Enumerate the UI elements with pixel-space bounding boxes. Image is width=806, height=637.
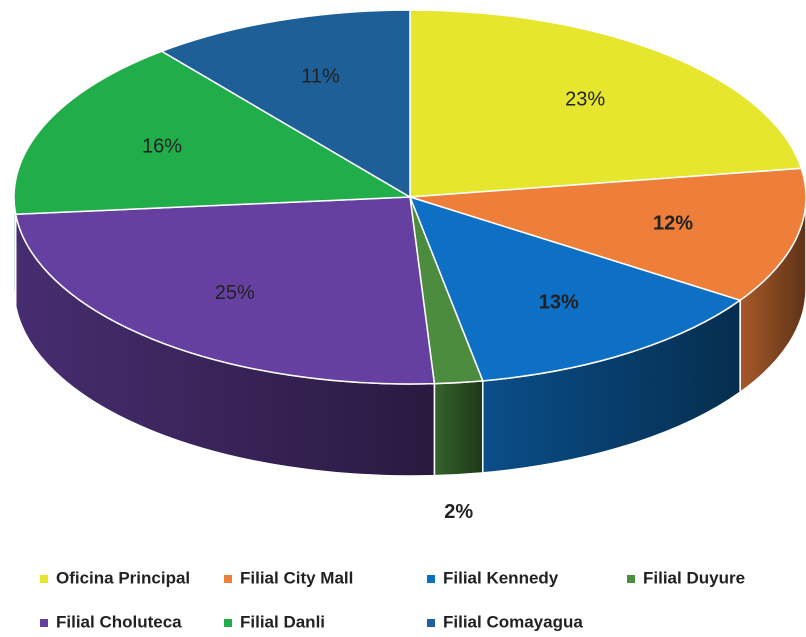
pie-slice xyxy=(409,167,806,302)
legend-swatch xyxy=(40,575,48,583)
legend-swatch xyxy=(627,575,635,583)
pie-slice xyxy=(409,9,803,198)
data-label: 12% xyxy=(653,212,693,234)
legend-swatch xyxy=(224,575,232,583)
data-label: 16% xyxy=(142,136,182,158)
legend-label: Filial Choluteca xyxy=(56,612,182,631)
data-label: 25% xyxy=(215,282,255,304)
legend-label: Oficina Principal xyxy=(56,568,190,587)
legend-label: Filial Kennedy xyxy=(443,568,559,587)
legend-label: Filial Comayagua xyxy=(443,612,583,631)
legend-swatch xyxy=(427,575,435,583)
legend-label: Filial City Mall xyxy=(240,568,353,587)
data-label: 11% xyxy=(301,65,340,87)
pie-side xyxy=(433,379,484,477)
pie-slice xyxy=(160,9,411,199)
data-label: 13% xyxy=(539,291,579,313)
pie-slice xyxy=(13,50,413,216)
data-label: 23% xyxy=(565,89,605,111)
data-label: 2% xyxy=(444,501,473,523)
legend-label: Filial Danli xyxy=(240,612,325,631)
legend-swatch xyxy=(40,619,48,627)
legend-swatch xyxy=(224,619,232,627)
pie-slice xyxy=(408,195,742,382)
legend-label: Filial Duyure xyxy=(643,568,745,587)
pie-slice xyxy=(14,196,436,385)
legend-swatch xyxy=(427,619,435,627)
